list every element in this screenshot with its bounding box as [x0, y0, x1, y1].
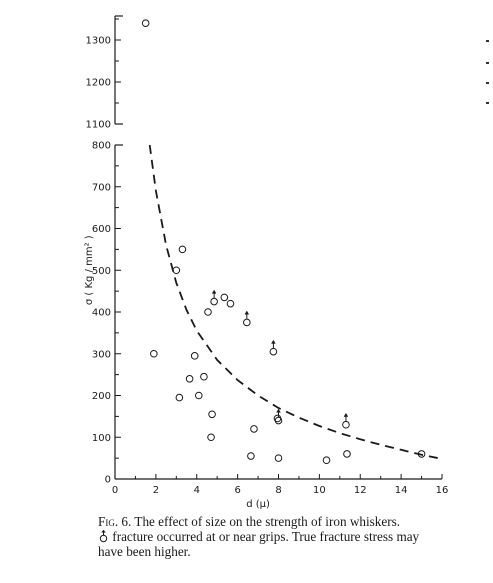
x-tick-label: 8: [275, 485, 281, 496]
caption-line-3: have been higher.: [98, 544, 486, 559]
grip-arrow-head: [211, 289, 217, 294]
fit-curve: [148, 144, 439, 459]
y-tick-label: 700: [92, 182, 111, 193]
data-point: [269, 347, 278, 356]
y-tick-label: 500: [92, 266, 111, 277]
data-point: [175, 393, 184, 402]
y-tick-label-upper: 1200: [86, 78, 111, 89]
caption-note: fracture occurred at or near grips. True…: [112, 529, 420, 544]
x-tick-label: 2: [153, 485, 159, 496]
caption-title: The effect of size on the strength of ir…: [131, 514, 401, 529]
caption-line-1: Fig. 6. The effect of size on the streng…: [98, 514, 486, 529]
data-point: [204, 308, 212, 316]
data-point: [417, 450, 426, 458]
grip-arrow-head: [244, 310, 249, 315]
data-point: [194, 391, 203, 400]
data-point: [141, 19, 150, 28]
y-tick-label: 300: [92, 349, 111, 360]
data-point: [207, 433, 215, 442]
y-tick-label: 100: [92, 433, 111, 444]
data-point: [178, 245, 187, 254]
grip-arrow-head: [271, 339, 276, 344]
y-axis-label: σ ( Kg / mm² ): [84, 235, 95, 305]
chart-container: 0 2 4 6 8 10 12 14 16 0 100 200 300 400 500 600 700 800 11…: [84, 15, 449, 510]
x-axis-label: d (μ): [246, 499, 270, 510]
data-point: [247, 452, 255, 460]
data-point: [343, 450, 351, 458]
data-point: [243, 318, 251, 327]
data-point: [250, 425, 258, 433]
figure-caption: Fig. 6. The effect of size on the streng…: [98, 514, 486, 559]
data-point: [274, 416, 283, 425]
data-point: [220, 293, 229, 302]
data-point: [200, 372, 208, 381]
data-point: [342, 420, 350, 429]
data-point: [226, 299, 235, 308]
data-point: [190, 352, 199, 360]
caption-fig-label: Fig. 6.: [98, 514, 132, 529]
x-tick-label: 0: [112, 485, 118, 496]
x-tick-label: 4: [194, 485, 200, 496]
arrow-circle-symbol-icon: [99, 529, 108, 543]
y-tick-label: 800: [92, 141, 111, 152]
y-tick-label: 400: [92, 308, 111, 319]
caption-line-2: fracture occurred at or near grips. True…: [98, 529, 486, 544]
x-tick-label: 6: [234, 485, 240, 496]
y-tick-label: 0: [105, 475, 111, 486]
data-point: [210, 297, 218, 306]
data-point: [208, 410, 216, 419]
x-tick-label: 12: [354, 485, 367, 496]
y-tick-label: 600: [92, 224, 111, 235]
y-tick-label-upper: 1100: [86, 120, 111, 131]
data-point: [274, 454, 283, 462]
y-tick-label: 200: [92, 391, 111, 402]
grip-arrow-head: [343, 412, 349, 417]
data-point: [185, 375, 194, 383]
data-point: [150, 349, 158, 358]
caption-note-end: have been higher.: [98, 544, 191, 559]
y-tick-label-upper: 1300: [86, 36, 111, 47]
scatter-chart: 0 2 4 6 8 10 12 14 16 0 100 200 300 400 500 600 700 800 11…: [84, 15, 449, 510]
x-tick-label: 16: [436, 485, 449, 496]
grip-arrow-head: [276, 408, 281, 413]
data-point: [322, 456, 331, 465]
x-tick-label: 14: [395, 485, 408, 496]
data-point: [172, 266, 181, 275]
x-tick-label: 10: [313, 485, 326, 496]
page-edge-marks: [486, 40, 490, 110]
